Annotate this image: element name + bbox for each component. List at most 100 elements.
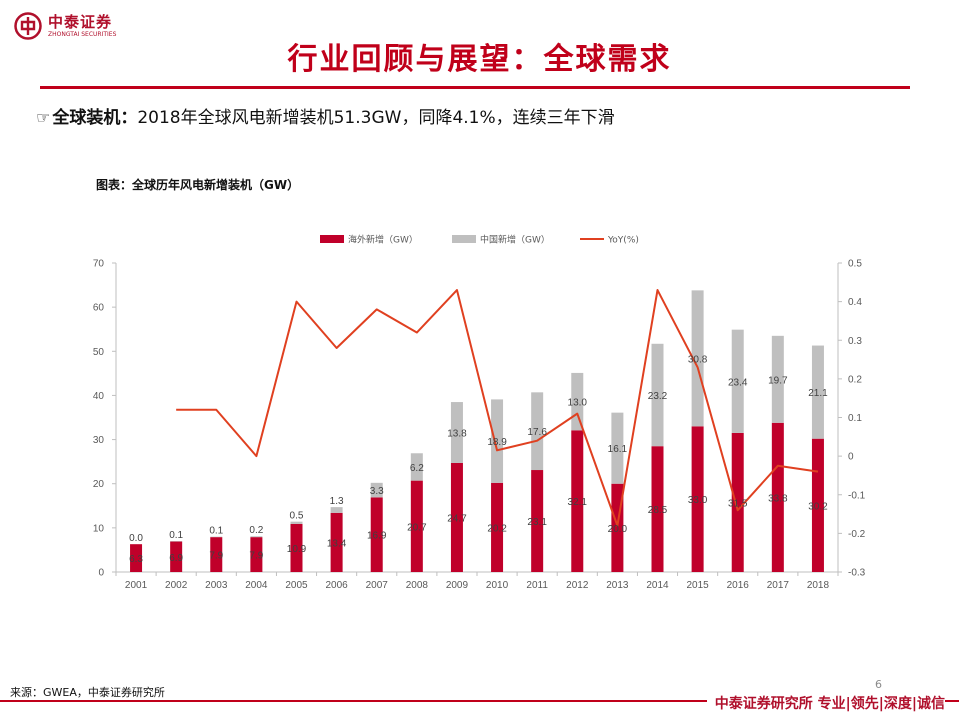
legend-swatch	[452, 235, 476, 243]
overseas-value-label: 6.3	[129, 554, 143, 565]
right-tick-label: 0.3	[848, 336, 862, 347]
bar-china	[691, 290, 704, 427]
brand-name-cn: 中泰证券	[48, 12, 113, 31]
x-tick-label: 2006	[325, 580, 348, 591]
overseas-value-label: 33.0	[688, 495, 708, 506]
bar-overseas	[731, 432, 744, 572]
overseas-value-label: 20.2	[487, 523, 507, 534]
china-value-label: 0.2	[249, 525, 263, 536]
overseas-value-label: 7.9	[209, 551, 223, 562]
left-tick-label: 20	[93, 479, 105, 490]
right-tick-label: 0.1	[848, 413, 862, 424]
legend-label: YoY(%)	[607, 236, 639, 246]
left-tick-label: 30	[93, 435, 105, 446]
bar-overseas	[691, 426, 704, 572]
x-tick-label: 2011	[526, 580, 548, 591]
x-tick-label: 2007	[366, 580, 389, 591]
bar-china	[611, 412, 624, 484]
overseas-value-label: 16.9	[367, 531, 387, 542]
china-value-label: 0.1	[209, 526, 223, 537]
china-value-label: 17.6	[527, 427, 547, 438]
bar-overseas	[250, 537, 263, 572]
right-tick-label: 0.5	[848, 259, 862, 270]
bar-china	[250, 536, 263, 538]
brand-logo: 中泰证券 ZHONGTAI SECURITIES	[14, 12, 116, 40]
bullet-text: 2018年全球风电新增装机51.3GW，同降4.1%，连续三年下滑	[137, 108, 615, 128]
right-tick-label: 0.4	[848, 297, 862, 308]
bar-overseas	[771, 422, 784, 572]
china-value-label: 0.0	[129, 533, 143, 544]
bar-overseas	[170, 541, 183, 572]
bar-china	[531, 392, 544, 471]
right-tick-label: -0.2	[848, 529, 866, 540]
overseas-value-label: 24.7	[447, 513, 467, 524]
left-tick-label: 60	[93, 303, 105, 314]
bar-overseas	[410, 480, 423, 572]
x-tick-label: 2015	[686, 580, 709, 591]
overseas-value-label: 23.1	[527, 517, 547, 528]
overseas-value-label: 28.5	[648, 505, 668, 516]
china-value-label: 18.9	[487, 437, 507, 448]
chart-title: 图表：全球历年风电新增装机（GW）	[96, 178, 300, 192]
bullet-line: ☞ 全球装机：2018年全球风电新增装机51.3GW，同降4.1%，连续三年下滑	[36, 103, 615, 128]
china-value-label: 0.1	[169, 530, 183, 541]
left-tick-label: 70	[93, 259, 105, 270]
china-value-label: 13.0	[568, 398, 588, 409]
bar-china	[410, 453, 423, 481]
right-tick-label: 0.2	[848, 374, 862, 385]
x-tick-label: 2012	[566, 580, 589, 591]
right-tick-label: -0.1	[848, 490, 866, 501]
right-tick-label: 0	[848, 452, 854, 463]
overseas-value-label: 6.9	[169, 553, 183, 564]
china-value-label: 19.7	[768, 375, 788, 386]
x-tick-label: 2016	[727, 580, 750, 591]
bar-china	[491, 399, 504, 483]
footer-slogan: 中泰证券研究所 专业|领先|深度|诚信	[706, 693, 945, 713]
overseas-value-label: 13.4	[327, 538, 347, 549]
china-value-label: 6.2	[410, 463, 424, 474]
source-note: 来源：GWEA，中泰证券研究所	[10, 686, 165, 699]
bar-china	[811, 345, 824, 439]
overseas-value-label: 7.9	[249, 551, 263, 562]
legend-label: 中国新增（GW）	[480, 234, 550, 246]
x-tick-label: 2001	[125, 580, 148, 591]
title-divider	[40, 86, 910, 89]
footer-divider	[0, 700, 959, 702]
bar-overseas	[330, 512, 343, 572]
x-tick-label: 2009	[446, 580, 469, 591]
bullet-heading: 全球装机：	[52, 108, 138, 128]
overseas-value-label: 31.5	[728, 498, 748, 509]
x-tick-label: 2014	[646, 580, 669, 591]
overseas-value-label: 20.7	[407, 522, 427, 533]
bar-overseas	[290, 523, 303, 572]
china-value-label: 0.5	[290, 511, 304, 522]
overseas-value-label: 30.2	[808, 501, 828, 512]
x-tick-label: 2017	[767, 580, 790, 591]
page-number: 6	[875, 678, 882, 691]
china-value-label: 23.2	[648, 391, 668, 402]
legend-swatch	[320, 235, 344, 243]
x-tick-label: 2010	[486, 580, 509, 591]
x-tick-label: 2004	[245, 580, 268, 591]
bar-overseas	[571, 430, 584, 572]
china-value-label: 23.4	[728, 377, 748, 388]
bar-china	[450, 402, 463, 463]
left-tick-label: 50	[93, 347, 105, 358]
overseas-value-label: 10.9	[287, 544, 307, 555]
x-tick-label: 2013	[606, 580, 629, 591]
overseas-value-label: 33.8	[768, 493, 788, 504]
bar-overseas	[130, 544, 143, 572]
left-tick-label: 0	[98, 568, 104, 579]
bar-china	[651, 343, 664, 447]
x-tick-label: 2002	[165, 580, 188, 591]
overseas-value-label: 32.1	[568, 497, 588, 508]
x-tick-label: 2003	[205, 580, 228, 591]
x-tick-label: 2018	[807, 580, 830, 591]
china-value-label: 13.8	[447, 429, 467, 440]
bar-china	[771, 335, 784, 423]
left-tick-label: 40	[93, 391, 105, 402]
page-title: 行业回顾与展望：全球需求	[287, 42, 672, 77]
overseas-value-label: 20.0	[608, 524, 628, 535]
china-value-label: 21.1	[808, 388, 828, 399]
